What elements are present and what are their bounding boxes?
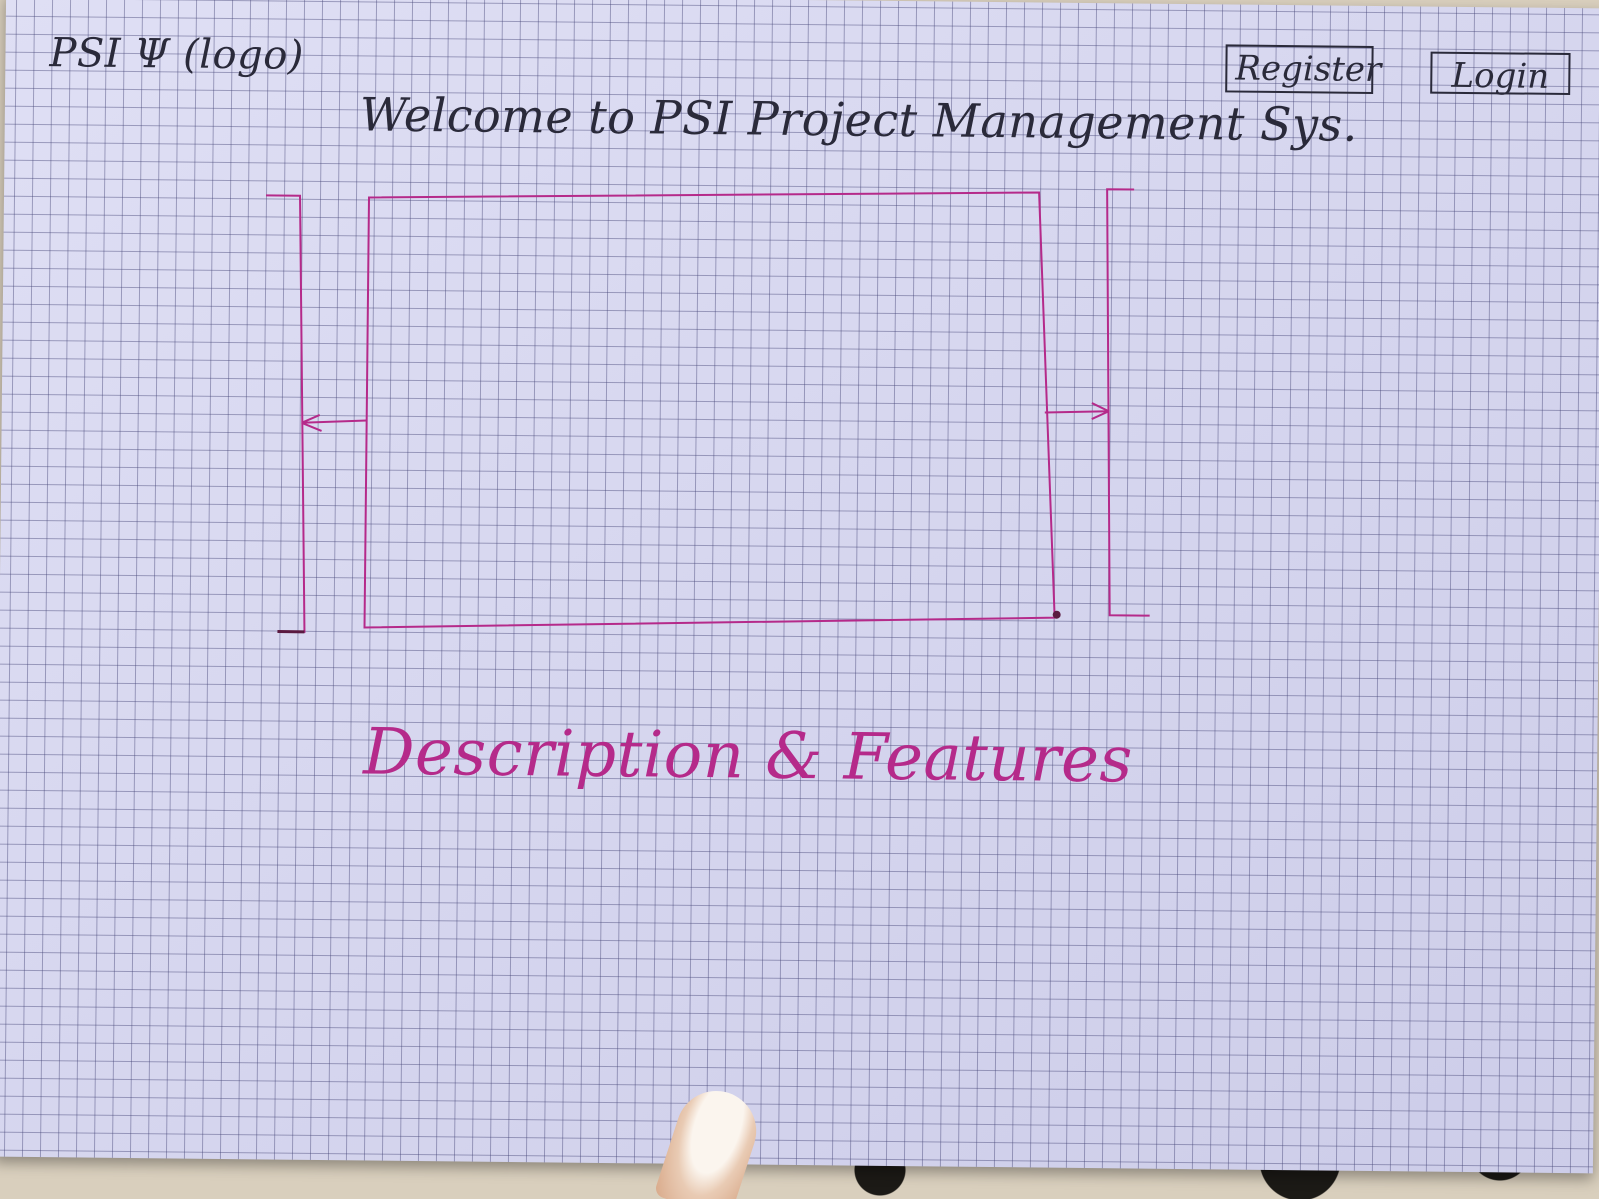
- arrow-right-icon[interactable]: [1042, 398, 1114, 429]
- login-button[interactable]: Login: [1430, 51, 1571, 97]
- arrow-left-icon[interactable]: [297, 405, 369, 436]
- sketch-paper: PSI Ψ (logo) Welcome to PSI Project Mana…: [0, 0, 1599, 1174]
- carousel-image-frame: [363, 191, 1056, 629]
- logo[interactable]: PSI Ψ (logo): [49, 30, 305, 79]
- page-title: Welcome to PSI Project Management Sys.: [359, 87, 1359, 152]
- register-button[interactable]: Register: [1225, 44, 1381, 94]
- description-features-heading: Description & Features: [362, 715, 1134, 798]
- ink-dot: [1052, 610, 1061, 619]
